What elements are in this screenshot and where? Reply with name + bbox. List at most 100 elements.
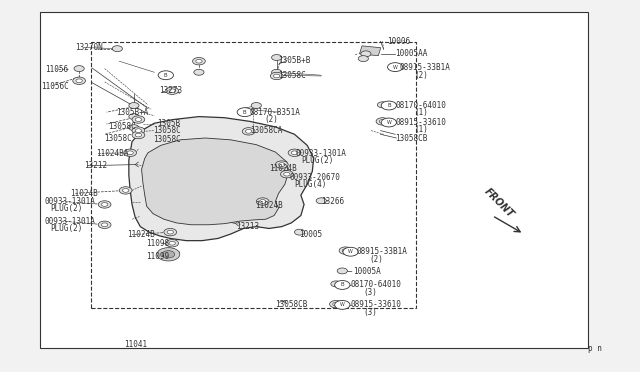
Circle shape	[167, 230, 173, 234]
Text: 11024BA: 11024BA	[96, 149, 128, 158]
Text: (2): (2)	[264, 115, 278, 124]
Circle shape	[132, 116, 145, 123]
Text: 11099: 11099	[146, 252, 169, 262]
Text: 13058C: 13058C	[104, 134, 132, 143]
Circle shape	[237, 108, 252, 116]
Circle shape	[342, 249, 349, 253]
Circle shape	[196, 60, 202, 63]
Text: 13273: 13273	[159, 86, 182, 95]
Circle shape	[135, 129, 141, 132]
Text: 13058C: 13058C	[108, 122, 136, 131]
Text: 11024B: 11024B	[255, 201, 283, 210]
Circle shape	[129, 103, 139, 109]
Circle shape	[330, 301, 342, 308]
Circle shape	[169, 89, 175, 93]
Text: (1): (1)	[414, 125, 428, 134]
Circle shape	[339, 247, 352, 254]
Circle shape	[158, 71, 173, 80]
Text: 11056: 11056	[45, 65, 68, 74]
Circle shape	[259, 200, 266, 203]
Text: 08915-33610: 08915-33610	[395, 118, 446, 127]
Circle shape	[335, 301, 350, 310]
Circle shape	[275, 161, 288, 168]
Circle shape	[381, 101, 396, 110]
Text: 1305B+B: 1305B+B	[278, 56, 311, 65]
Circle shape	[169, 241, 175, 245]
Circle shape	[132, 127, 145, 134]
Circle shape	[316, 198, 326, 204]
Circle shape	[271, 55, 282, 61]
Text: 13058C: 13058C	[153, 126, 180, 135]
Text: 10005: 10005	[300, 230, 323, 239]
Text: (1): (1)	[414, 108, 428, 118]
Text: 10005A: 10005A	[353, 267, 381, 276]
Text: (2): (2)	[414, 71, 428, 80]
Circle shape	[166, 240, 179, 247]
Circle shape	[135, 133, 141, 137]
Text: p n: p n	[588, 344, 602, 353]
Circle shape	[99, 201, 111, 208]
Circle shape	[291, 151, 298, 155]
Text: 00933-20670: 00933-20670	[289, 173, 340, 182]
Circle shape	[381, 118, 396, 127]
Circle shape	[157, 248, 180, 261]
FancyBboxPatch shape	[40, 13, 588, 349]
Text: B: B	[164, 73, 168, 78]
Circle shape	[164, 228, 177, 236]
Circle shape	[243, 128, 255, 135]
Circle shape	[251, 103, 261, 109]
Circle shape	[101, 223, 108, 227]
Circle shape	[294, 229, 305, 235]
Circle shape	[193, 58, 205, 65]
Circle shape	[388, 62, 403, 71]
Circle shape	[135, 118, 141, 121]
Text: W: W	[393, 65, 397, 70]
Text: 11041: 11041	[124, 340, 147, 349]
Text: B: B	[243, 110, 246, 115]
Text: 10006: 10006	[387, 37, 410, 46]
Text: PLUG(2): PLUG(2)	[301, 155, 333, 165]
Circle shape	[361, 51, 371, 57]
Bar	[360, 46, 381, 56]
Text: (3): (3)	[364, 288, 377, 297]
Polygon shape	[129, 116, 314, 241]
Circle shape	[256, 198, 269, 205]
Text: PLUG(4): PLUG(4)	[294, 180, 327, 189]
Circle shape	[278, 163, 285, 166]
Text: 13058C: 13058C	[153, 135, 180, 144]
Text: 00933-1301A: 00933-1301A	[45, 197, 95, 206]
Circle shape	[331, 281, 341, 287]
Text: 13058C: 13058C	[278, 71, 307, 80]
Circle shape	[280, 170, 293, 178]
Text: 08170-64010: 08170-64010	[395, 101, 446, 110]
Text: 08915-33B1A: 08915-33B1A	[399, 62, 451, 72]
Polygon shape	[141, 138, 288, 225]
Text: PLUG(2): PLUG(2)	[50, 224, 82, 232]
Circle shape	[358, 56, 369, 62]
Circle shape	[271, 69, 282, 75]
Circle shape	[74, 65, 84, 71]
Circle shape	[343, 247, 358, 256]
Text: 08915-33610: 08915-33610	[351, 300, 401, 310]
Text: 11098: 11098	[146, 240, 169, 248]
Text: 00933-1301A: 00933-1301A	[296, 149, 347, 158]
Circle shape	[270, 72, 283, 80]
Circle shape	[129, 125, 139, 131]
Text: W: W	[348, 249, 353, 254]
Text: FRONT: FRONT	[483, 186, 516, 219]
Circle shape	[337, 268, 348, 274]
Text: 1305B: 1305B	[157, 119, 180, 128]
Circle shape	[284, 172, 290, 176]
Text: (3): (3)	[364, 308, 377, 317]
Text: 1305B+A: 1305B+A	[116, 108, 148, 117]
Text: 11024B: 11024B	[269, 164, 297, 173]
Circle shape	[99, 221, 111, 228]
Circle shape	[380, 119, 386, 123]
Text: 08170-64010: 08170-64010	[351, 280, 401, 289]
Circle shape	[127, 151, 133, 155]
Text: 08170-B351A: 08170-B351A	[250, 108, 301, 117]
Text: 00933-1301A: 00933-1301A	[45, 217, 95, 225]
Text: 13266: 13266	[321, 197, 344, 206]
Circle shape	[194, 69, 204, 75]
Text: W: W	[340, 302, 345, 307]
